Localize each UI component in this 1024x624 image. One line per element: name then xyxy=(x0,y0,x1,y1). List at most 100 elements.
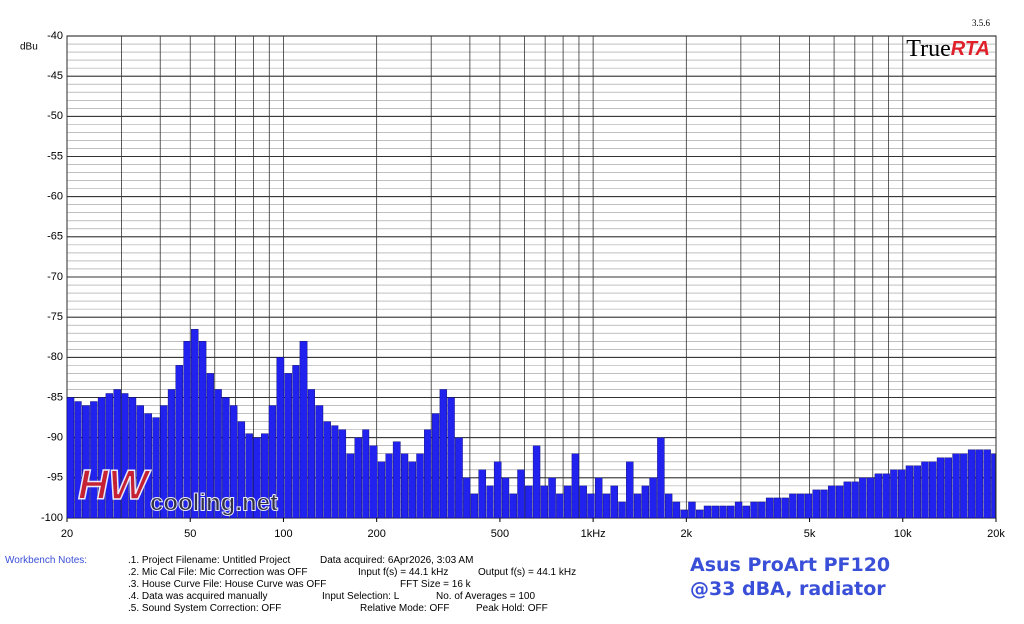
bar xyxy=(874,473,883,519)
bar xyxy=(944,457,952,519)
bar xyxy=(191,329,199,519)
bar xyxy=(781,497,789,519)
bar xyxy=(843,481,851,519)
y-tick-label: -50 xyxy=(47,110,63,122)
bar xyxy=(882,473,890,519)
bar xyxy=(214,389,222,519)
y-tick-label: -55 xyxy=(47,150,63,162)
y-tick-label: -45 xyxy=(47,70,63,82)
y-tick-label: -40 xyxy=(47,30,63,42)
bar xyxy=(198,341,207,519)
bar xyxy=(392,441,401,519)
bar xyxy=(292,365,300,519)
bar xyxy=(175,365,184,519)
x-tick-label: 200 xyxy=(367,528,385,540)
x-tick-label: 50 xyxy=(184,528,196,540)
x-tick-label: 2k xyxy=(681,528,693,540)
bar xyxy=(74,401,82,519)
bar xyxy=(261,433,269,519)
x-tick-label: 20k xyxy=(987,528,1005,540)
note: .3. House Curve File: House Curve was OF… xyxy=(128,579,327,590)
bar xyxy=(493,461,502,519)
y-tick-label: -60 xyxy=(47,191,63,203)
bar xyxy=(307,389,315,519)
note: Input Selection: L xyxy=(322,591,400,602)
y-tick-label: -75 xyxy=(47,311,63,323)
bar xyxy=(967,449,976,519)
bar xyxy=(540,485,548,519)
y-tick-label: -65 xyxy=(47,231,63,243)
bar xyxy=(128,397,137,519)
bar xyxy=(121,393,129,519)
bar xyxy=(222,397,230,519)
bar xyxy=(820,489,828,519)
bar xyxy=(711,505,719,519)
bar xyxy=(913,465,921,519)
y-tick-label: -80 xyxy=(47,351,63,363)
bar xyxy=(890,469,898,519)
bar xyxy=(323,421,331,519)
bar xyxy=(346,453,355,519)
x-tick-label: 5k xyxy=(804,528,816,540)
bar xyxy=(587,493,595,519)
bar xyxy=(936,457,945,519)
annotation: Asus ProArt PF120 xyxy=(690,554,891,576)
bar xyxy=(82,405,90,519)
bar xyxy=(90,401,98,519)
bar xyxy=(501,477,510,519)
watermark: cooling.net xyxy=(150,489,278,516)
bar xyxy=(680,509,688,519)
note: No. of Averages = 100 xyxy=(436,591,536,602)
bar xyxy=(649,477,657,519)
bar xyxy=(797,493,805,519)
bar xyxy=(626,461,634,519)
bar xyxy=(758,501,766,519)
bar xyxy=(905,465,914,519)
bar xyxy=(618,501,626,519)
bar xyxy=(431,413,440,519)
x-tick-label: 10k xyxy=(894,528,912,540)
bar xyxy=(595,477,603,519)
bar xyxy=(532,445,541,519)
y-axis-label: dBu xyxy=(20,42,38,53)
bar xyxy=(144,413,153,519)
note: FFT Size = 16 k xyxy=(400,579,471,590)
logo: TrueRTA xyxy=(906,36,990,62)
logo-part: RTA xyxy=(951,38,990,60)
bar xyxy=(525,485,533,519)
bar xyxy=(835,485,844,519)
bar xyxy=(742,505,750,519)
bar xyxy=(385,453,393,519)
bar xyxy=(424,429,432,519)
bar xyxy=(703,505,712,519)
bar xyxy=(439,389,448,519)
bar xyxy=(331,425,339,519)
bar xyxy=(960,453,968,519)
note: Output f(s) = 44.1 kHz xyxy=(478,567,577,578)
bar xyxy=(276,357,285,519)
bar xyxy=(517,469,525,519)
bar xyxy=(183,341,191,519)
bar xyxy=(983,449,991,519)
bar xyxy=(478,469,487,519)
bar xyxy=(602,493,611,519)
note: Peak Hold: OFF xyxy=(476,603,548,614)
y-tick-label: -95 xyxy=(47,472,63,484)
bar xyxy=(789,493,797,519)
bar xyxy=(657,437,665,519)
y-tick-label: -100 xyxy=(41,512,63,524)
bar xyxy=(369,445,378,519)
bar xyxy=(952,453,960,519)
bar xyxy=(160,405,168,519)
bar xyxy=(315,405,324,519)
annotation: @33 dBA, radiator xyxy=(690,578,886,600)
bar xyxy=(455,437,463,519)
bar xyxy=(237,421,246,519)
bar xyxy=(804,493,813,519)
note: Relative Mode: OFF xyxy=(360,603,450,614)
note: .4. Data was acquired manually xyxy=(128,591,268,602)
bar xyxy=(750,501,758,519)
bar xyxy=(773,497,782,519)
bar xyxy=(105,393,114,519)
